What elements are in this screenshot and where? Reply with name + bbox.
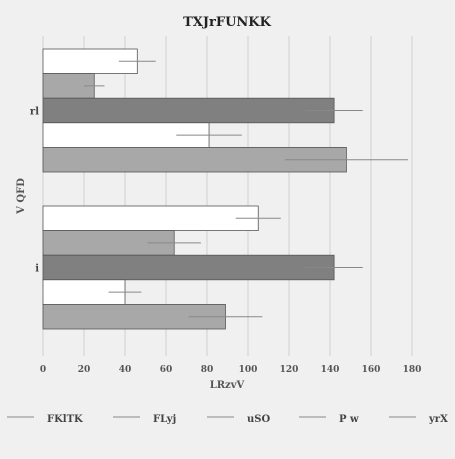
bar bbox=[42, 205, 259, 232]
x-tick-label: 160 bbox=[362, 365, 381, 375]
x-axis-label: LRzvV bbox=[210, 380, 245, 391]
y-axis-label: V QFD bbox=[16, 178, 27, 215]
x-tick-label: 180 bbox=[403, 365, 422, 375]
legend-label: FKlTK bbox=[47, 414, 83, 425]
chart-title: TXJrFUNKK bbox=[183, 15, 272, 30]
x-tick-label: 80 bbox=[201, 365, 214, 375]
x-tick-label: 20 bbox=[78, 365, 91, 375]
legend-label: yrX bbox=[428, 414, 448, 425]
x-tick-label: 100 bbox=[239, 365, 258, 375]
x-tick-label: 120 bbox=[280, 365, 299, 375]
legend: FKlTK FLyj uSO P w yrX bbox=[7, 414, 448, 425]
bar bbox=[42, 97, 335, 124]
legend-label: uSO bbox=[247, 414, 270, 425]
y-tick-label: i bbox=[35, 264, 39, 275]
bar bbox=[42, 254, 335, 281]
y-tick-label: rl bbox=[30, 107, 39, 118]
x-tick-label: 60 bbox=[160, 365, 173, 375]
x-tick-label: 140 bbox=[321, 365, 340, 375]
x-tick-label: 40 bbox=[119, 365, 132, 375]
ticks-layer: 0 20 40 60 80 100 120 140 160 180 rl i bbox=[30, 107, 421, 376]
bars-layer bbox=[42, 48, 408, 330]
legend-label: P w bbox=[339, 414, 359, 425]
legend-label: FLyj bbox=[153, 414, 176, 425]
x-tick-label: 0 bbox=[40, 365, 46, 375]
